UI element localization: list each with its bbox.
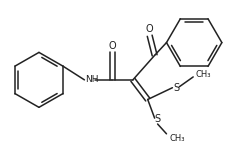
Text: S: S bbox=[173, 83, 180, 93]
Text: O: O bbox=[108, 41, 116, 51]
Text: CH₃: CH₃ bbox=[195, 71, 211, 79]
Text: O: O bbox=[146, 24, 154, 34]
Text: NH: NH bbox=[86, 75, 99, 84]
Text: S: S bbox=[155, 114, 161, 124]
Text: CH₃: CH₃ bbox=[170, 134, 185, 143]
